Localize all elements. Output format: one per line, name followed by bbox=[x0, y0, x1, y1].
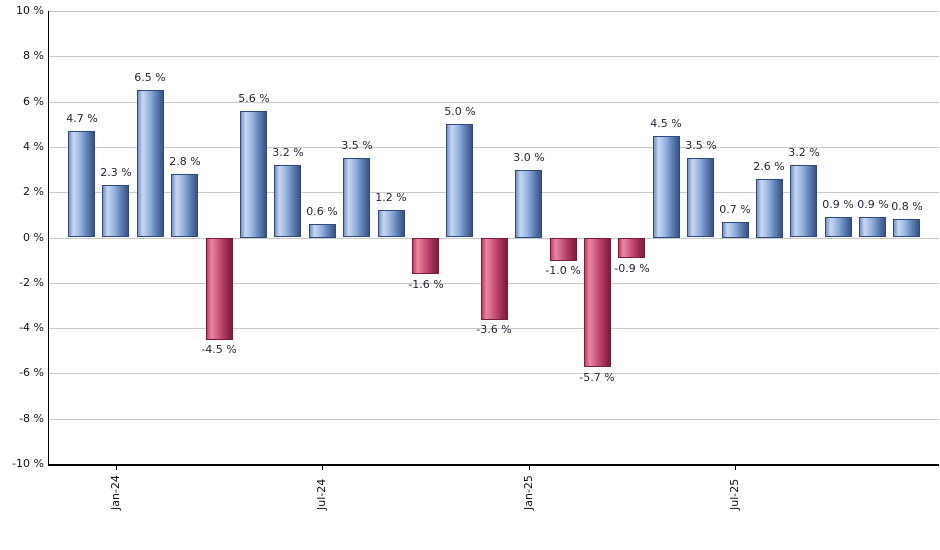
bar-value-label: 5.0 % bbox=[444, 105, 476, 118]
bar-positive bbox=[102, 185, 129, 237]
gridline bbox=[48, 328, 939, 329]
x-axis-tick-label: Jan-25 bbox=[522, 475, 535, 510]
bar-positive bbox=[240, 111, 267, 238]
bar-value-label: -1.0 % bbox=[545, 264, 581, 277]
bar-positive bbox=[137, 90, 164, 237]
gridline bbox=[48, 56, 939, 57]
x-axis-tick-label: Jul-24 bbox=[315, 478, 328, 510]
gridline bbox=[48, 373, 939, 374]
y-axis-tick-label: -8 % bbox=[19, 412, 44, 425]
x-axis-tick-mark bbox=[322, 466, 323, 470]
bar-positive bbox=[790, 165, 817, 237]
bar-value-label: 0.8 % bbox=[891, 200, 923, 213]
x-axis-tick-label: Jul-25 bbox=[728, 478, 741, 510]
bar-positive bbox=[515, 170, 542, 238]
y-axis-tick-label: 10 % bbox=[16, 4, 44, 17]
bar-value-label: 6.5 % bbox=[134, 71, 166, 84]
bar-positive bbox=[687, 158, 714, 237]
bar-positive bbox=[343, 158, 370, 237]
bar-positive bbox=[68, 131, 95, 237]
y-axis-tick-label: -10 % bbox=[12, 457, 44, 470]
bar-positive bbox=[825, 217, 852, 237]
gridline bbox=[48, 102, 939, 103]
bar-value-label: 4.7 % bbox=[66, 112, 98, 125]
x-axis-tick-mark bbox=[116, 466, 117, 470]
bar-positive bbox=[859, 217, 886, 237]
bar-value-label: 3.5 % bbox=[685, 139, 717, 152]
bar-positive bbox=[274, 165, 301, 237]
bar-positive bbox=[309, 224, 336, 238]
bar-value-label: 0.9 % bbox=[822, 198, 854, 211]
bar-positive bbox=[653, 136, 680, 238]
bar-value-label: 5.6 % bbox=[238, 92, 270, 105]
gridline bbox=[48, 419, 939, 420]
y-axis-tick-label: 8 % bbox=[23, 49, 44, 62]
gridline bbox=[48, 192, 939, 193]
bar-value-label: 3.0 % bbox=[513, 151, 545, 164]
bar-value-label: 0.9 % bbox=[857, 198, 889, 211]
bar-negative bbox=[412, 238, 439, 274]
bar-value-label: 3.2 % bbox=[788, 146, 820, 159]
bar-value-label: -1.6 % bbox=[408, 278, 444, 291]
bar-value-label: 2.6 % bbox=[753, 160, 785, 173]
bar-value-label: -3.6 % bbox=[476, 323, 512, 336]
bar-positive bbox=[446, 124, 473, 237]
bar-value-label: 2.8 % bbox=[169, 155, 201, 168]
y-axis-tick-label: 6 % bbox=[23, 95, 44, 108]
bar-value-label: 1.2 % bbox=[375, 191, 407, 204]
bar-positive bbox=[893, 219, 920, 237]
y-axis-tick-label: -6 % bbox=[19, 366, 44, 379]
bar-positive bbox=[378, 210, 405, 237]
bar-value-label: -0.9 % bbox=[614, 262, 650, 275]
bar-value-label: 2.3 % bbox=[100, 166, 132, 179]
bar-positive bbox=[722, 222, 749, 238]
bar-value-label: 4.5 % bbox=[650, 117, 682, 130]
bar-value-label: 0.6 % bbox=[306, 205, 338, 218]
bar-positive bbox=[171, 174, 198, 237]
y-axis-tick-label: 2 % bbox=[23, 185, 44, 198]
y-axis-tick-label: -4 % bbox=[19, 321, 44, 334]
y-axis-line bbox=[48, 11, 49, 464]
x-axis-line bbox=[48, 464, 939, 466]
y-axis-tick-label: -2 % bbox=[19, 276, 44, 289]
y-axis-tick-label: 0 % bbox=[23, 231, 44, 244]
bar-negative bbox=[206, 238, 233, 340]
bar-value-label: -5.7 % bbox=[579, 371, 615, 384]
gridline bbox=[48, 147, 939, 148]
bar-negative bbox=[618, 238, 645, 258]
y-axis-tick-label: 4 % bbox=[23, 140, 44, 153]
x-axis-tick-label: Jan-24 bbox=[109, 475, 122, 510]
x-axis-tick-mark bbox=[735, 466, 736, 470]
gridline bbox=[48, 11, 939, 12]
bar-value-label: 3.2 % bbox=[272, 146, 304, 159]
bar-value-label: 0.7 % bbox=[719, 203, 751, 216]
x-axis-tick-mark bbox=[529, 466, 530, 470]
bar-negative bbox=[481, 238, 508, 320]
bar-negative bbox=[584, 238, 611, 367]
bar-positive bbox=[756, 179, 783, 238]
bar-negative bbox=[550, 238, 577, 261]
bar-value-label: 3.5 % bbox=[341, 139, 373, 152]
bar-value-label: -4.5 % bbox=[201, 343, 237, 356]
